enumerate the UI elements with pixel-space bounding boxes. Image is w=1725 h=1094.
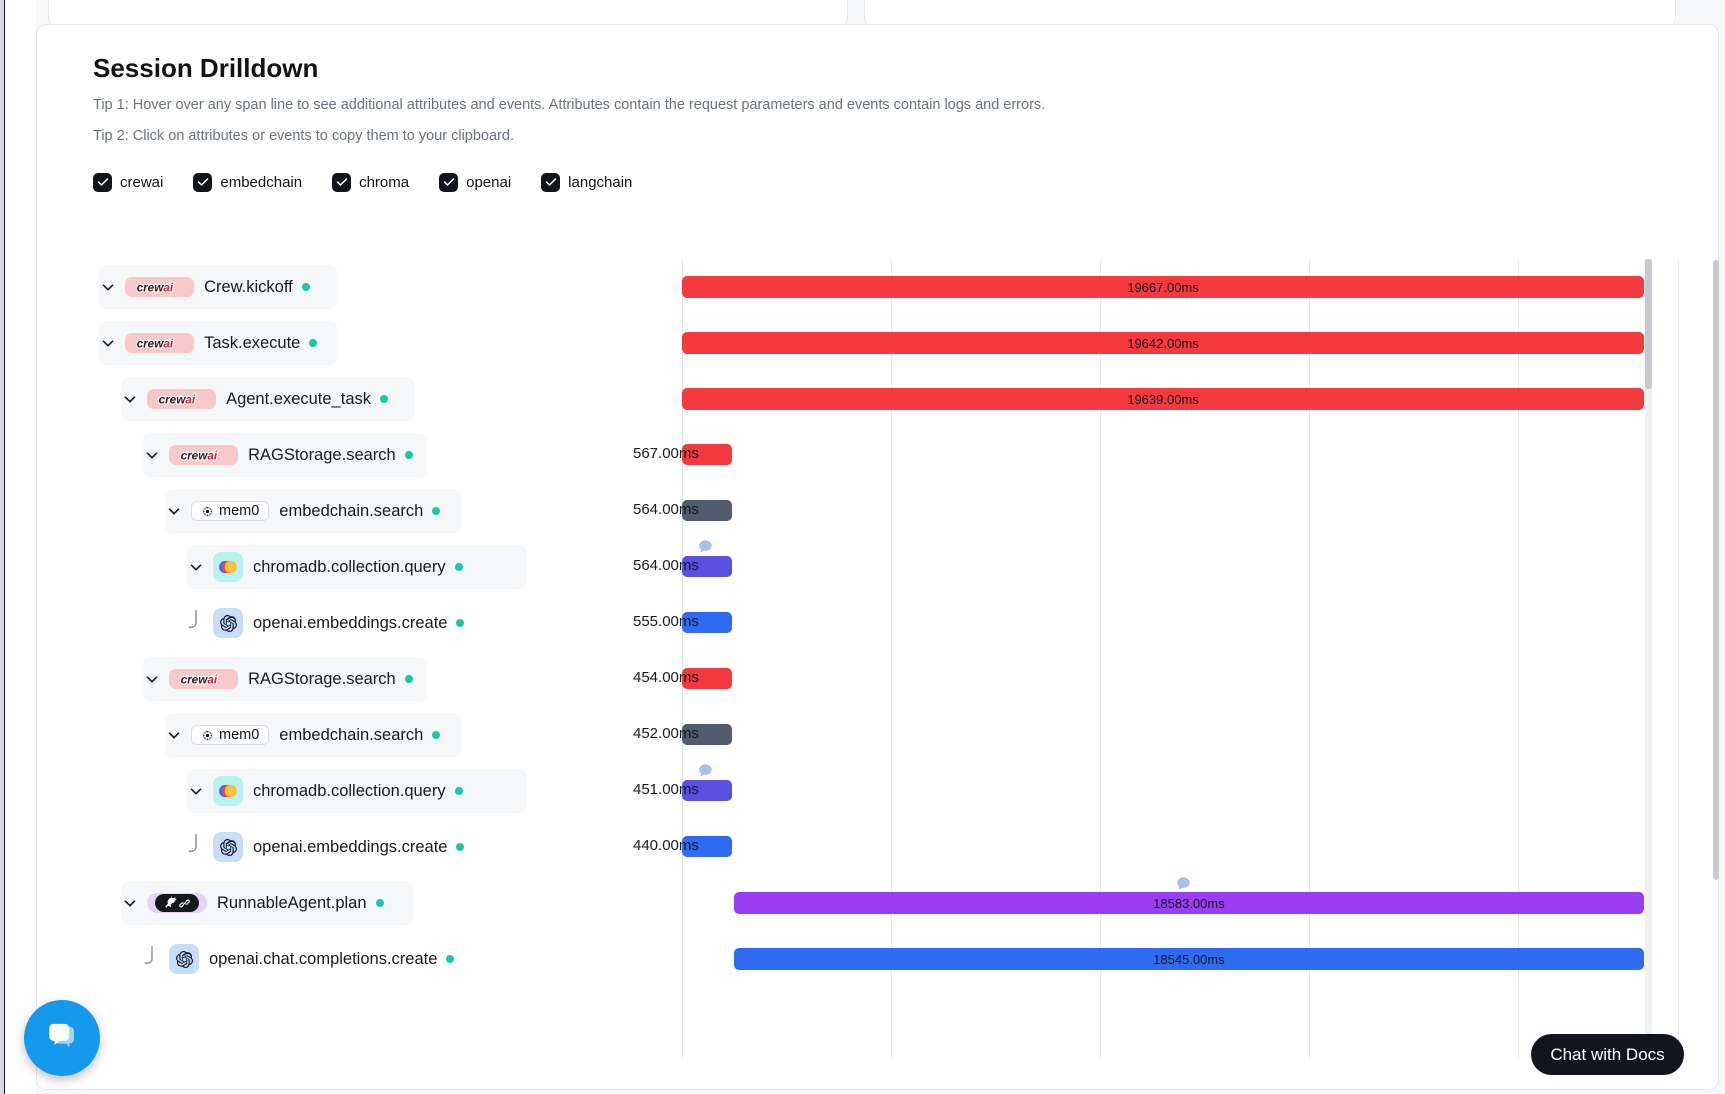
svg-text:crewai: crewai (137, 337, 174, 350)
svg-text:crewai: crewai (159, 393, 196, 406)
svg-text:crewai: crewai (181, 673, 218, 686)
svg-text:crewai: crewai (137, 281, 174, 294)
svg-text:crewai: crewai (181, 449, 218, 462)
